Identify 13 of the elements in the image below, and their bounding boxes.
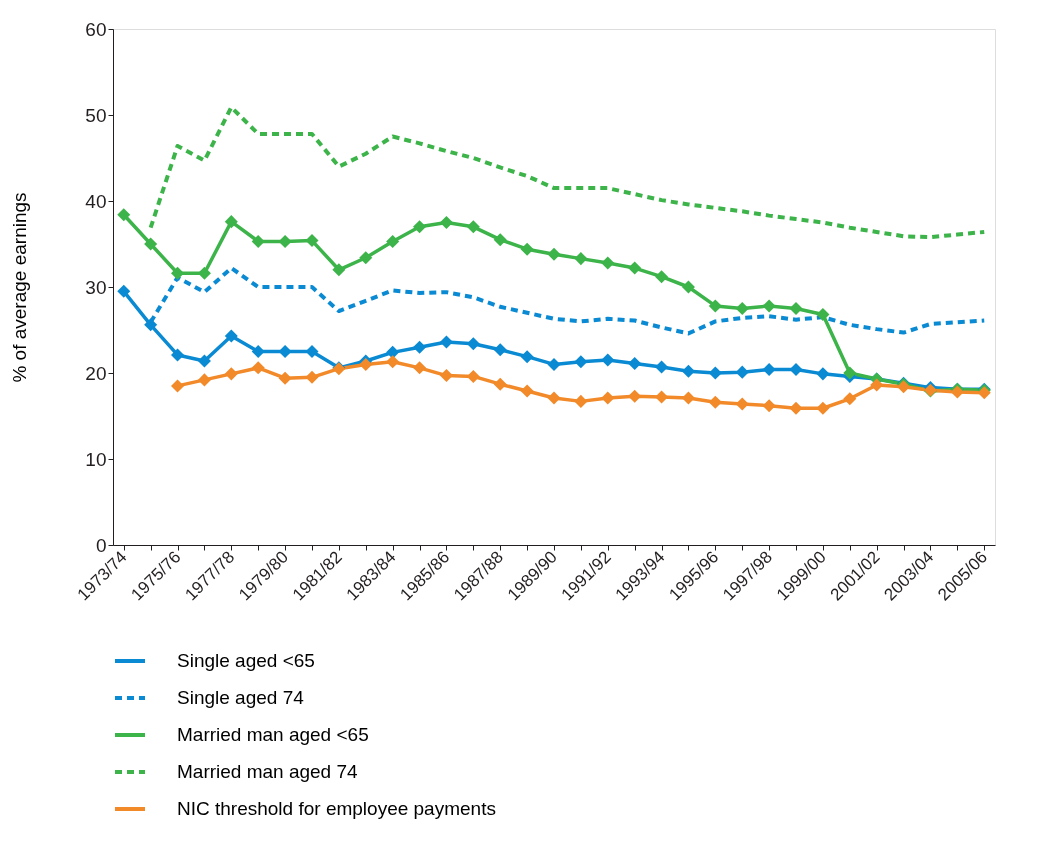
y-tick-label: 10 <box>85 448 107 470</box>
y-tick-label: 60 <box>85 18 107 40</box>
y-tick-label: 20 <box>85 362 107 384</box>
y-tick-label: 0 <box>95 534 107 556</box>
y-axis-title: % of average earnings <box>9 192 31 383</box>
y-tick-label: 50 <box>85 104 107 126</box>
y-tick-label: 40 <box>85 190 107 212</box>
legend-label: Single aged <65 <box>177 650 315 671</box>
legend-label: NIC threshold for employee payments <box>177 798 496 819</box>
legend-label: Single aged 74 <box>177 687 305 708</box>
legend-label: Married man aged 74 <box>177 761 359 782</box>
y-tick-label: 30 <box>85 276 107 298</box>
legend-label: Married man aged <65 <box>177 724 369 745</box>
